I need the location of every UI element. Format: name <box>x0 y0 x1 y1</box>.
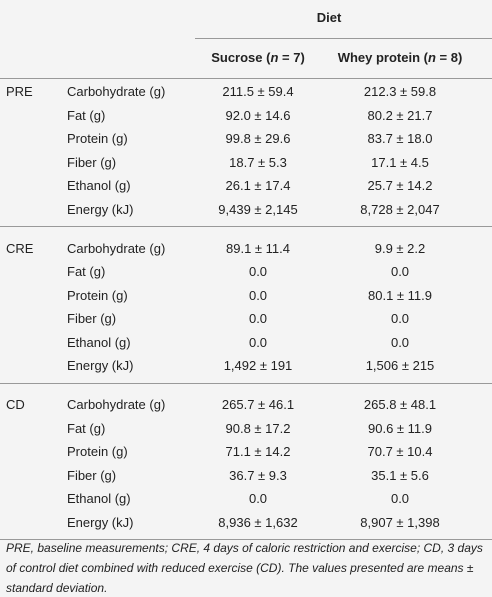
cell: 0.0 <box>248 491 268 506</box>
cell: 265.8 ± 48.1 <box>363 397 437 412</box>
row-label: Energy (kJ) <box>67 358 134 373</box>
row-label: Carbohydrate (g) <box>67 84 166 99</box>
row-label: Fat (g) <box>67 420 106 436</box>
header-part: Sucrose ( <box>211 50 271 65</box>
cell: 0.0 <box>390 264 410 279</box>
row-label: Fat (g) <box>67 264 106 279</box>
group-label: CD <box>6 397 25 412</box>
row-label: Protein (g) <box>67 444 128 459</box>
column-header: Whey protein (n = 8) <box>338 50 463 66</box>
cell: 90.6 ± 11.9 <box>368 420 432 436</box>
footnote: PRE, baseline measurements; CRE, 4 days … <box>6 541 483 595</box>
row-label: Energy (kJ) <box>67 514 134 530</box>
cell: 25.7 ± 14.2 <box>367 178 433 193</box>
rule <box>0 226 492 227</box>
header-part: n <box>427 50 436 65</box>
cell: 9,439 ± 2,145 <box>218 201 298 217</box>
cell: 99.8 ± 29.6 <box>225 131 291 146</box>
header-part: = 7) <box>278 50 305 65</box>
cell: 83.7 ± 18.0 <box>367 131 433 146</box>
cell: 1,506 ± 215 <box>365 358 435 373</box>
column-header: Sucrose (n = 7) <box>211 50 305 66</box>
rule <box>0 78 492 79</box>
row-label: Fiber (g) <box>67 154 117 170</box>
cell: 9.9 ± 2.2 <box>374 240 426 256</box>
cell: 80.2 ± 21.7 <box>367 107 433 123</box>
row-label: Fiber (g) <box>67 467 117 483</box>
cell: 17.1 ± 4.5 <box>371 154 429 170</box>
cell: 1,492 ± 191 <box>223 358 293 373</box>
row-label: Carbohydrate (g) <box>67 240 166 256</box>
cell: 0.0 <box>248 287 268 303</box>
column-group-header: Diet <box>316 10 342 25</box>
cell: 0.0 <box>248 334 268 350</box>
cell: 0.0 <box>248 264 268 279</box>
cell: 35.1 ± 5.6 <box>371 467 429 483</box>
row-label: Protein (g) <box>67 287 128 303</box>
row-label: Fat (g) <box>67 107 106 123</box>
cell: 26.1 ± 17.4 <box>225 178 291 193</box>
cell: 90.8 ± 17.2 <box>225 420 291 436</box>
cell: 0.0 <box>248 311 268 326</box>
group-label: PRE <box>6 84 33 99</box>
row-label: Energy (kJ) <box>67 201 134 217</box>
cell: 18.7 ± 5.3 <box>229 154 287 170</box>
cell: 92.0 ± 14.6 <box>225 107 291 123</box>
cell: 211.5 ± 59.4 <box>222 84 294 99</box>
cell: 0.0 <box>390 491 410 506</box>
row-label: Protein (g) <box>67 131 128 146</box>
row-label: Ethanol (g) <box>67 334 131 350</box>
header-part: = 8) <box>435 50 463 65</box>
cell: 0.0 <box>390 311 410 326</box>
row-label: Fiber (g) <box>67 311 117 326</box>
cell: 212.3 ± 59.8 <box>363 84 437 99</box>
rule <box>0 539 492 540</box>
cell: 89.1 ± 11.4 <box>226 240 290 256</box>
rule <box>0 382 492 384</box>
cell: 0.0 <box>390 334 410 350</box>
row-label: Ethanol (g) <box>67 491 131 506</box>
cell: 8,728 ± 2,047 <box>360 201 440 217</box>
cell: 80.1 ± 11.9 <box>368 287 432 303</box>
cell: 8,936 ± 1,632 <box>218 514 298 530</box>
row-label: Ethanol (g) <box>67 178 131 193</box>
cell: 70.7 ± 10.4 <box>367 444 433 459</box>
cell: 36.7 ± 9.3 <box>229 467 287 483</box>
group-label: CRE <box>6 240 34 256</box>
header-part: n <box>270 50 279 65</box>
cell: 265.7 ± 46.1 <box>221 397 295 412</box>
rule <box>195 38 492 39</box>
cell: 8,907 ± 1,398 <box>360 514 440 530</box>
header-part: Whey protein ( <box>337 50 428 65</box>
row-label: Carbohydrate (g) <box>67 397 166 412</box>
cell: 71.1 ± 14.2 <box>225 444 291 459</box>
